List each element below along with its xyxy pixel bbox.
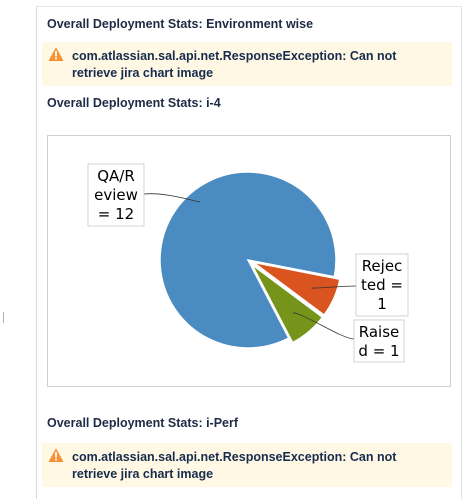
- warning-line-2: retrieve jira chart image: [72, 467, 214, 481]
- scroll-edge-marker: [3, 312, 4, 323]
- warning-triangle-icon: [48, 448, 64, 462]
- label-box-rejected: [355, 253, 409, 317]
- warning-line-2: retrieve jira chart image: [72, 66, 214, 80]
- warning-message-iperf: com.atlassian.sal.api.net.ResponseExcept…: [42, 443, 452, 487]
- leader-line-qa-review: [143, 193, 201, 203]
- slice-label-raised: d = 1: [358, 342, 399, 360]
- warning-triangle-icon: [48, 47, 64, 61]
- label-box-raised: [353, 319, 405, 363]
- label-box-qa-review: [87, 163, 145, 227]
- section-title-i4: Overall Deployment Stats: i-4: [47, 96, 221, 110]
- slice-label-rejected: ted =: [361, 276, 403, 294]
- slice-label-qa-review: = 12: [98, 205, 134, 223]
- slice-label-rejected: 1: [377, 295, 387, 313]
- slice-label-rejected: Rejec: [362, 257, 403, 275]
- slice-label-qa-review: eview: [94, 186, 138, 204]
- warning-line-1: com.atlassian.sal.api.net.ResponseExcept…: [72, 450, 397, 464]
- pie-slice-qa-review: [159, 171, 337, 349]
- slice-label-qa-review: QA/R: [97, 167, 135, 185]
- leader-line-raised: [292, 312, 355, 340]
- section-title-environment: Overall Deployment Stats: Environment wi…: [47, 17, 314, 31]
- warning-line-1: com.atlassian.sal.api.net.ResponseExcept…: [72, 49, 397, 63]
- content-panel: [36, 6, 462, 499]
- warning-message-environment: com.atlassian.sal.api.net.ResponseExcept…: [42, 42, 452, 86]
- slice-label-raised: Raise: [359, 323, 400, 341]
- pie-slice-raised: [251, 263, 324, 344]
- pie-chart-image: QA/R eview = 12 Rejec ted = 1 Raise d = 1: [47, 135, 451, 387]
- pie-slice-rejected: [253, 261, 341, 317]
- section-title-iperf: Overall Deployment Stats: i-Perf: [47, 416, 239, 430]
- leader-line-rejected: [311, 285, 357, 289]
